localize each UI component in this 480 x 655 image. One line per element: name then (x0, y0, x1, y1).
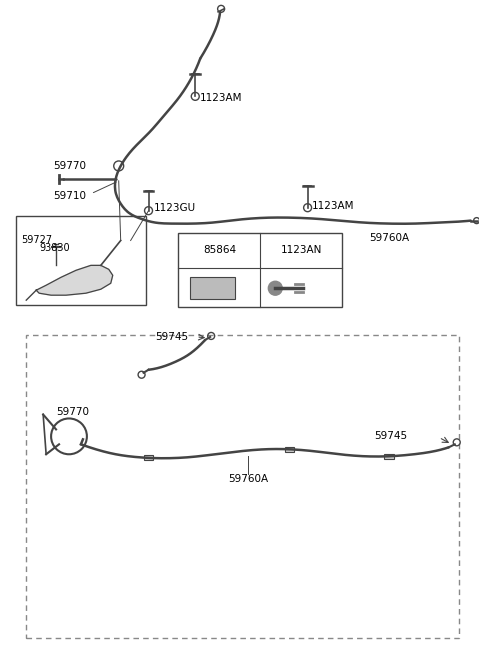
Text: 59745: 59745 (156, 332, 189, 342)
Text: 1123AN: 1123AN (281, 246, 322, 255)
Text: 1123AM: 1123AM (200, 93, 243, 103)
Bar (144, 455, 153, 460)
Text: 85864: 85864 (203, 246, 236, 255)
Text: 59745: 59745 (374, 432, 408, 441)
Text: 59760A: 59760A (228, 474, 268, 484)
Bar (26, 335, 459, 638)
Text: 1123AM: 1123AM (312, 200, 354, 211)
Bar (16, 215, 145, 305)
Text: 59770: 59770 (56, 407, 89, 417)
Text: 1123GU: 1123GU (154, 202, 196, 213)
Text: 59770: 59770 (53, 161, 86, 171)
Text: 59710: 59710 (53, 191, 86, 201)
Bar (179, 233, 342, 307)
Circle shape (268, 281, 282, 295)
Text: 59727: 59727 (21, 234, 52, 244)
Bar (190, 277, 235, 299)
Bar (384, 454, 394, 458)
Bar (285, 447, 295, 452)
Polygon shape (36, 265, 113, 295)
Text: 93830: 93830 (39, 244, 70, 253)
Text: 59760A: 59760A (369, 233, 409, 242)
